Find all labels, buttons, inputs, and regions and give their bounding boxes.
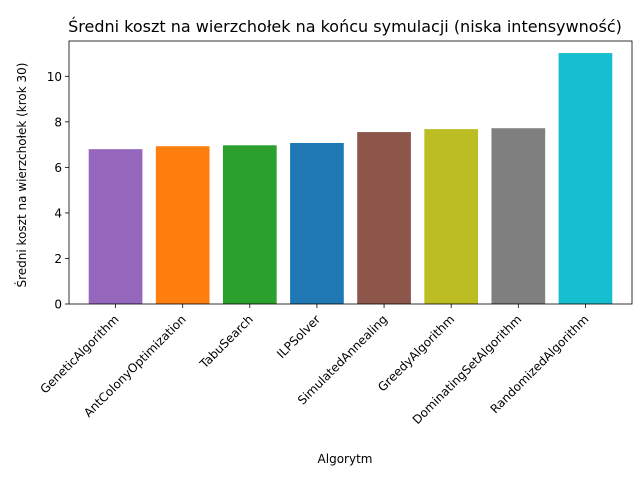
y-tick-label: 8	[54, 115, 62, 129]
y-tick-label: 4	[54, 206, 62, 220]
bar-geneticalgorithm	[88, 149, 143, 304]
x-tick-label: DominatingSetAlgorithm	[410, 312, 525, 427]
bar-simulatedannealing	[357, 132, 411, 304]
bar-ilpsolver	[290, 143, 344, 304]
bar-greedyalgorithm	[424, 129, 479, 304]
bar-randomizedalgorithm	[558, 53, 613, 304]
x-tick-label: TabuSearch	[196, 312, 256, 372]
y-axis-label: Średni koszt na wierzchołek (krok 30)	[14, 63, 29, 288]
bar-dominatingsetalgorithm	[491, 128, 546, 304]
y-tick-label: 0	[54, 298, 62, 312]
x-axis-label: Algorytm	[318, 452, 373, 466]
y-axis: 0 2 4 6 8 10	[47, 70, 69, 312]
chart-title: Średni koszt na wierzchołek na końcu sym…	[68, 17, 622, 36]
bar-antcolonyoptimization	[155, 146, 210, 304]
x-tick-label: ILPSolver	[274, 312, 323, 361]
y-tick-label: 10	[47, 70, 62, 84]
y-tick-label: 6	[54, 161, 62, 175]
plot-frame	[68, 40, 633, 305]
plot-area	[68, 40, 633, 305]
bar-tabusearch	[222, 145, 277, 304]
y-tick-label: 2	[54, 252, 62, 266]
